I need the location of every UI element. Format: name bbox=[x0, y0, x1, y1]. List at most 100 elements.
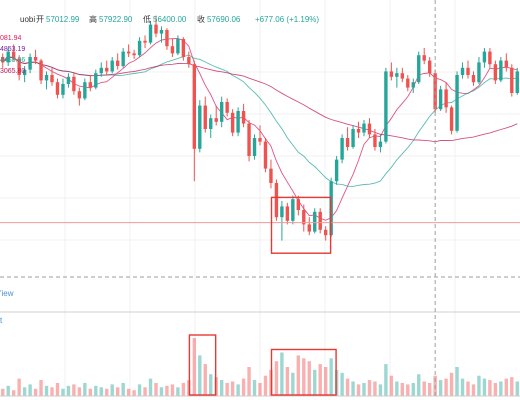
candle-body bbox=[44, 75, 49, 81]
volume-bar bbox=[510, 377, 514, 396]
volume-bar bbox=[384, 364, 388, 396]
candle-body bbox=[302, 210, 306, 225]
candle-body bbox=[83, 82, 87, 99]
volume-bar bbox=[219, 380, 224, 396]
ma-legend-1: 081.94 bbox=[0, 35, 22, 42]
volume-bar bbox=[181, 382, 186, 396]
low-value: 56400.00 bbox=[153, 15, 187, 24]
volume-bar bbox=[302, 358, 306, 396]
volume-bar bbox=[460, 378, 465, 396]
volume-bar bbox=[94, 385, 98, 396]
volume-bar bbox=[455, 367, 459, 396]
candle-body bbox=[132, 53, 136, 56]
volume-bar bbox=[170, 384, 175, 396]
volume-bar bbox=[159, 387, 164, 396]
volume-bar bbox=[17, 378, 21, 396]
volume-panel-label: t bbox=[0, 316, 3, 325]
ma-legend-4: 3065.80 bbox=[0, 68, 25, 75]
candle-body bbox=[39, 60, 43, 81]
volume-bar bbox=[209, 374, 213, 396]
volume-bar bbox=[438, 380, 443, 396]
ma-legend-3: 4468.86 bbox=[0, 57, 25, 64]
candle-body bbox=[203, 105, 207, 129]
candle-body bbox=[318, 211, 322, 230]
candle-body bbox=[154, 24, 158, 34]
volume-bar bbox=[1, 388, 5, 396]
candle-body bbox=[291, 199, 295, 221]
candle-body bbox=[515, 71, 519, 93]
volume-bar bbox=[389, 375, 394, 396]
candle-body bbox=[313, 211, 317, 232]
change-value: +677.06 (+1.19%) bbox=[255, 15, 319, 24]
candle-body bbox=[214, 118, 218, 122]
candle-body bbox=[225, 102, 229, 113]
candle-body bbox=[50, 75, 54, 83]
volume-bar bbox=[356, 384, 361, 396]
volume-bar bbox=[367, 380, 372, 396]
candle-body bbox=[373, 134, 377, 147]
volume-bar bbox=[351, 381, 355, 396]
candle-body bbox=[356, 129, 361, 133]
candle-body bbox=[488, 51, 492, 65]
volume-bar bbox=[422, 381, 426, 396]
candle-body bbox=[417, 55, 421, 83]
volume-bar bbox=[66, 385, 71, 396]
candle-body bbox=[192, 64, 197, 149]
volume-bar bbox=[258, 382, 262, 396]
candle-body bbox=[351, 129, 355, 147]
candle-body bbox=[241, 111, 246, 124]
candle-body bbox=[411, 82, 415, 88]
volume-bar bbox=[176, 387, 180, 396]
open-value: 57012.99 bbox=[46, 15, 80, 24]
close-label: 收 bbox=[197, 14, 205, 24]
volume-bar bbox=[291, 372, 295, 396]
candle-body bbox=[77, 91, 82, 99]
candle-body bbox=[493, 64, 498, 81]
candle-body bbox=[137, 40, 142, 56]
candle-body bbox=[340, 138, 344, 160]
volume-bar bbox=[329, 358, 333, 396]
volume-bar bbox=[88, 388, 93, 396]
candle-body bbox=[148, 24, 153, 43]
volume-bar bbox=[493, 382, 498, 396]
volume-bar bbox=[165, 385, 169, 396]
candle-body bbox=[269, 168, 273, 183]
candle-body bbox=[274, 183, 279, 218]
candle-body bbox=[422, 55, 426, 61]
candle-body bbox=[482, 51, 487, 63]
candle-body bbox=[263, 141, 268, 169]
volume-bar bbox=[449, 372, 454, 396]
ma-line-3 bbox=[2, 56, 518, 143]
highlight-box-volume-2 bbox=[188, 334, 217, 396]
volume-bar bbox=[132, 390, 136, 396]
volume-bar bbox=[263, 375, 268, 396]
volume-bar bbox=[444, 378, 448, 396]
volume-bar bbox=[6, 385, 10, 396]
candle-body bbox=[471, 75, 476, 83]
candle-body bbox=[22, 69, 27, 75]
candle-body bbox=[334, 159, 339, 182]
candle-body bbox=[165, 30, 169, 47]
highlight-box-volume-3 bbox=[270, 348, 337, 396]
candle-body bbox=[389, 71, 394, 77]
volume-bar bbox=[285, 367, 290, 396]
ma-legend-2: 4853.19 bbox=[0, 46, 25, 53]
volume-bar bbox=[115, 387, 120, 396]
candle-body bbox=[181, 39, 186, 57]
candle-body bbox=[121, 51, 125, 66]
candle-body bbox=[406, 78, 410, 88]
source-label: uobi bbox=[20, 15, 35, 24]
candle-body bbox=[258, 138, 262, 142]
candle-body bbox=[99, 67, 103, 74]
volume-bar bbox=[203, 364, 207, 396]
candle-body bbox=[252, 138, 257, 156]
candle-body bbox=[236, 111, 240, 133]
candle-body bbox=[307, 224, 311, 232]
candle-body bbox=[323, 229, 328, 236]
volume-bar bbox=[482, 378, 487, 396]
volume-bar bbox=[362, 382, 366, 396]
low-label: 低 bbox=[143, 14, 151, 24]
